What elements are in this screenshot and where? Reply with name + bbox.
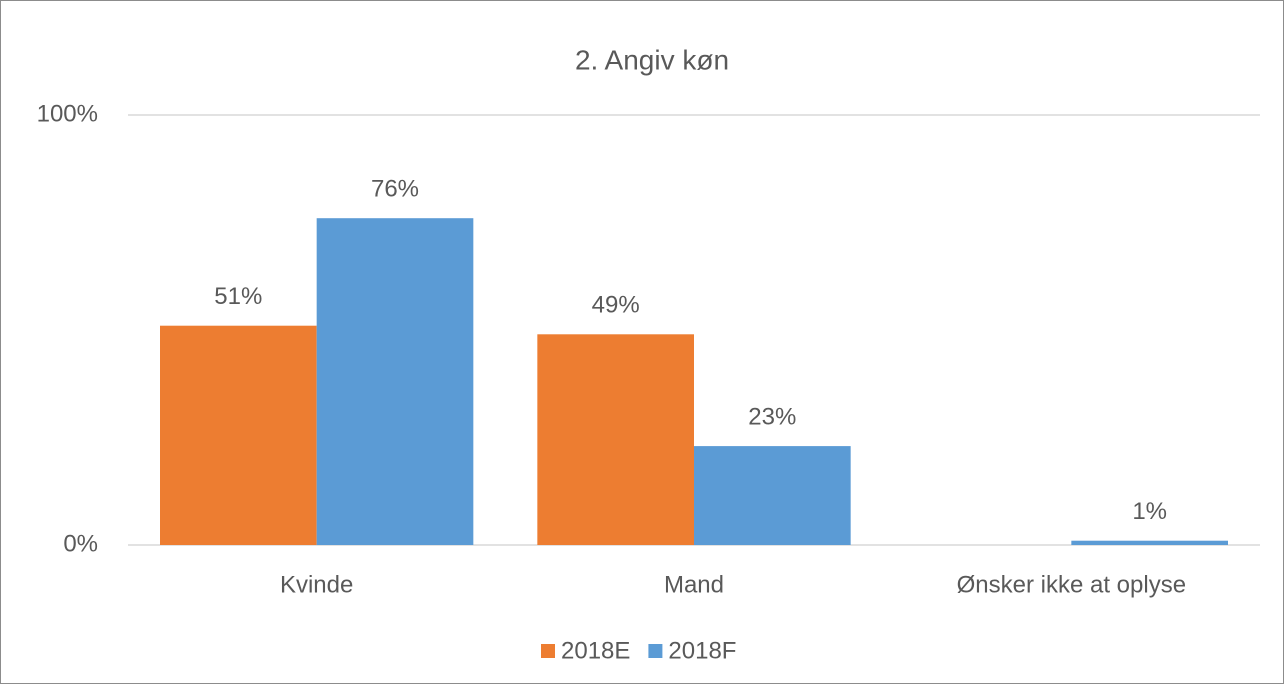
data-label: 1% (1132, 498, 1167, 525)
chart-title: 2. Angiv køn (575, 44, 729, 75)
x-tick-label: Ønsker ikke at oplyse (957, 571, 1186, 598)
bar (316, 218, 474, 545)
bar (160, 325, 317, 545)
data-label: 76% (371, 176, 419, 203)
legend-swatch (541, 644, 555, 658)
x-tick-label: Kvinde (280, 571, 353, 598)
bar (1071, 540, 1228, 545)
bar (694, 446, 851, 545)
data-label: 51% (214, 283, 262, 310)
legend-label: 2018E (561, 637, 630, 664)
y-tick-label: 100% (37, 100, 98, 127)
y-tick-label: 0% (63, 530, 98, 557)
legend-swatch (648, 644, 663, 658)
bar (537, 334, 694, 545)
data-label: 23% (748, 403, 796, 430)
x-tick-label: Mand (664, 571, 724, 598)
legend-label: 2018F (668, 637, 736, 664)
data-label: 49% (592, 292, 640, 319)
